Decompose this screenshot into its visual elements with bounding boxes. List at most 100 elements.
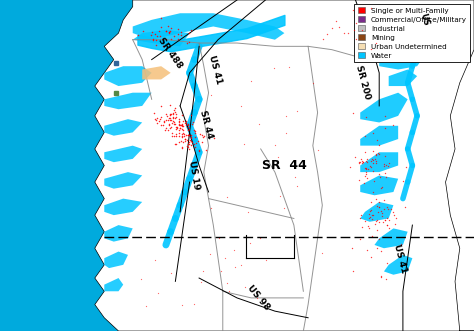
Point bbox=[256, 235, 264, 240]
Point bbox=[177, 33, 185, 38]
Point bbox=[356, 160, 364, 165]
Point bbox=[357, 156, 365, 162]
Point bbox=[364, 157, 371, 162]
Point bbox=[374, 137, 381, 143]
Point bbox=[282, 114, 289, 119]
Point bbox=[367, 207, 374, 213]
Point bbox=[365, 211, 373, 216]
Point bbox=[382, 174, 390, 180]
Point bbox=[185, 31, 193, 36]
Point bbox=[179, 122, 186, 127]
Polygon shape bbox=[104, 278, 123, 291]
Point bbox=[374, 150, 382, 156]
Point bbox=[363, 175, 371, 180]
Text: US 41: US 41 bbox=[208, 54, 224, 85]
Point bbox=[355, 160, 363, 165]
Point bbox=[173, 115, 180, 120]
Point bbox=[383, 163, 390, 168]
Point bbox=[362, 166, 370, 172]
Point bbox=[154, 121, 161, 126]
Point bbox=[185, 133, 192, 138]
Point bbox=[385, 160, 393, 166]
Polygon shape bbox=[0, 0, 180, 331]
Point bbox=[157, 122, 165, 128]
Point bbox=[200, 134, 208, 139]
Point bbox=[377, 208, 384, 213]
Point bbox=[362, 169, 370, 174]
Point bbox=[376, 172, 383, 177]
Point bbox=[187, 132, 195, 137]
Point bbox=[180, 134, 188, 139]
Point bbox=[195, 149, 202, 154]
Point bbox=[183, 143, 191, 148]
Point bbox=[247, 78, 255, 83]
Point bbox=[373, 152, 380, 157]
Polygon shape bbox=[133, 30, 190, 46]
Point bbox=[360, 180, 367, 186]
Point bbox=[188, 113, 195, 118]
Point bbox=[157, 114, 164, 119]
Point bbox=[187, 134, 194, 140]
Point bbox=[400, 178, 407, 183]
Point bbox=[171, 119, 178, 124]
Point bbox=[210, 135, 218, 141]
Point bbox=[376, 174, 384, 179]
Point bbox=[162, 125, 170, 130]
Point bbox=[184, 141, 191, 147]
Polygon shape bbox=[389, 70, 417, 86]
Point bbox=[182, 118, 190, 124]
Point bbox=[369, 213, 377, 218]
Point bbox=[196, 131, 204, 137]
Point bbox=[179, 131, 186, 136]
Point bbox=[194, 138, 201, 143]
Point bbox=[191, 131, 199, 136]
Point bbox=[179, 128, 187, 133]
Point bbox=[182, 132, 190, 137]
Point bbox=[346, 164, 353, 169]
Point bbox=[387, 207, 395, 212]
Point bbox=[191, 302, 198, 307]
Point bbox=[169, 115, 177, 120]
Point bbox=[358, 158, 365, 164]
Point bbox=[167, 270, 175, 276]
Point bbox=[373, 196, 380, 201]
Point bbox=[166, 103, 173, 108]
Point bbox=[341, 31, 348, 36]
Point bbox=[359, 159, 367, 164]
Point bbox=[187, 27, 195, 32]
Point bbox=[170, 33, 178, 39]
Point bbox=[176, 122, 183, 127]
Point bbox=[310, 80, 317, 86]
Point bbox=[375, 142, 383, 147]
Point bbox=[173, 126, 181, 131]
Point bbox=[353, 21, 360, 26]
Point bbox=[202, 148, 210, 153]
Point bbox=[185, 133, 192, 138]
Point bbox=[369, 160, 377, 165]
Point bbox=[323, 31, 331, 37]
Point bbox=[361, 218, 369, 223]
Point bbox=[167, 118, 174, 123]
Point bbox=[374, 210, 382, 215]
Point bbox=[162, 111, 170, 116]
Point bbox=[208, 205, 215, 210]
Point bbox=[378, 210, 385, 215]
Point bbox=[362, 159, 370, 164]
Point bbox=[349, 7, 357, 13]
Point bbox=[315, 147, 322, 152]
Point bbox=[357, 212, 365, 217]
Point bbox=[224, 281, 231, 286]
Point bbox=[385, 217, 392, 222]
Point bbox=[180, 139, 187, 145]
Point bbox=[187, 142, 195, 148]
Polygon shape bbox=[384, 255, 412, 275]
Point bbox=[206, 251, 214, 257]
Point bbox=[172, 109, 179, 115]
Point bbox=[168, 130, 176, 135]
Point bbox=[150, 37, 157, 42]
Point bbox=[163, 37, 170, 42]
Point bbox=[189, 119, 196, 124]
Point bbox=[182, 122, 190, 128]
Point bbox=[231, 265, 238, 270]
Polygon shape bbox=[360, 202, 393, 222]
